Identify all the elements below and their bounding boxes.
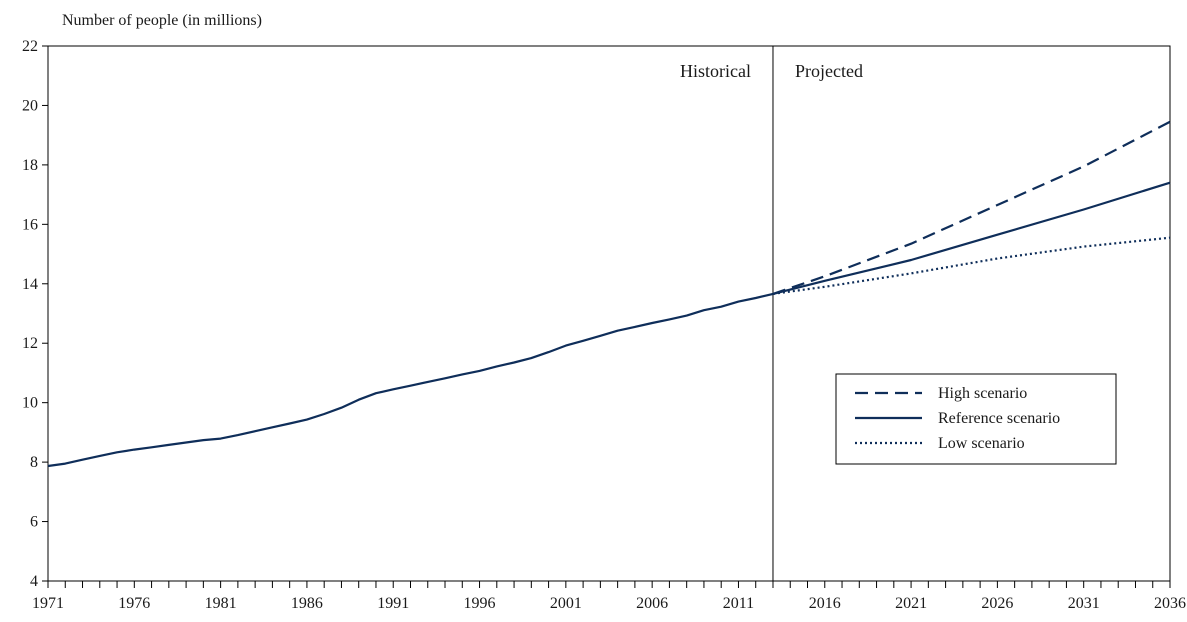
y-tick-label: 10 bbox=[22, 395, 38, 412]
low-scenario-line bbox=[772, 236, 1171, 295]
y-tick-label: 16 bbox=[22, 216, 38, 233]
x-tick-label: 1991 bbox=[377, 595, 409, 612]
projected-label: Projected bbox=[795, 61, 863, 81]
x-tick-label: 2021 bbox=[895, 595, 927, 612]
y-tick-label: 22 bbox=[22, 38, 38, 55]
x-tick-label: 2026 bbox=[981, 595, 1013, 612]
legend: High scenario Reference scenario Low scena… bbox=[835, 373, 1117, 465]
y-tick-label: 8 bbox=[30, 454, 38, 471]
y-tick-label: 18 bbox=[22, 157, 38, 174]
y-tick-label: 20 bbox=[22, 97, 38, 114]
high-scenario-line bbox=[772, 120, 1171, 295]
x-tick-label: 1976 bbox=[118, 595, 150, 612]
plot-frame bbox=[47, 45, 1171, 582]
y-tick-label: 4 bbox=[30, 573, 38, 590]
y-axis-label: Number of people (in millions) bbox=[62, 12, 262, 29]
y-tick-label: 14 bbox=[22, 276, 38, 293]
historical-label: Historical bbox=[680, 61, 751, 81]
y-tick-label: 6 bbox=[30, 514, 38, 531]
reference-scenario-line bbox=[772, 181, 1171, 295]
plot-area: 4 6 8 10 12 14 16 18 20 22 1971 1976 1981 1986 1991 199… bbox=[22, 38, 1186, 612]
x-tick-label: 2016 bbox=[809, 595, 841, 612]
x-tick-label: 1971 bbox=[32, 595, 64, 612]
x-tick-label: 1986 bbox=[291, 595, 323, 612]
x-tick-label: 1996 bbox=[464, 595, 496, 612]
y-tick-label: 12 bbox=[22, 335, 38, 352]
x-tick-label: 2031 bbox=[1068, 595, 1100, 612]
x-tick-label: 1981 bbox=[205, 595, 237, 612]
x-tick-label: 2006 bbox=[636, 595, 668, 612]
x-tick-label: 2011 bbox=[723, 595, 754, 612]
legend-label-low-scenario: Low scenario bbox=[938, 435, 1025, 452]
legend-label-high-scenario: High scenario bbox=[938, 385, 1027, 402]
legend-label-reference-scenario: Reference scenario bbox=[938, 410, 1060, 427]
historical-line bbox=[47, 292, 774, 468]
x-tick-label: 2001 bbox=[550, 595, 582, 612]
x-tick-label: 2036 bbox=[1154, 595, 1186, 612]
